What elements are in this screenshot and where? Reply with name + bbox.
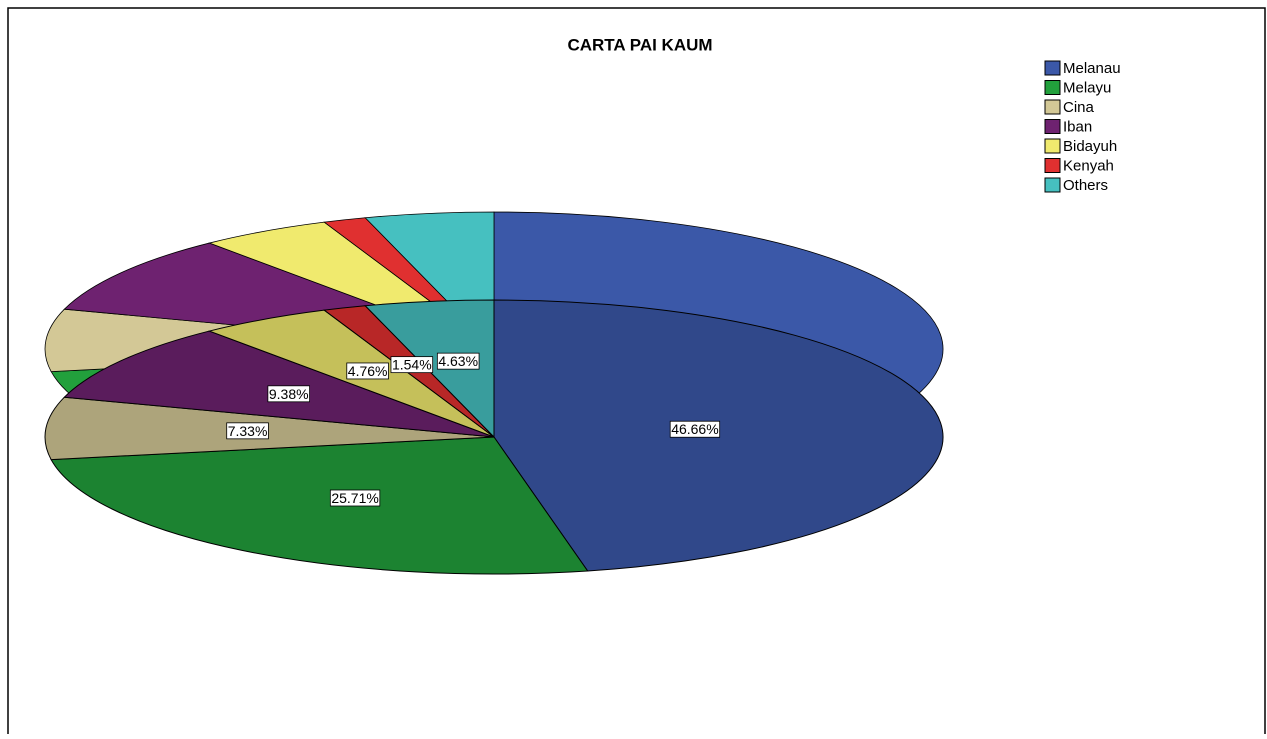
slice bbox=[50, 436, 589, 575]
data-label-bg bbox=[436, 352, 480, 370]
legend-label: Bidayuh bbox=[1063, 138, 1117, 155]
data-label-bg bbox=[226, 422, 269, 440]
legend-swatch bbox=[1044, 138, 1061, 154]
data-label: 9.38% bbox=[269, 386, 309, 402]
data-label-bg bbox=[346, 362, 389, 380]
legend-label: Melayu bbox=[1063, 79, 1111, 96]
legend-swatch bbox=[1044, 158, 1061, 173]
legend-swatch bbox=[1044, 60, 1061, 76]
data-label-bg bbox=[669, 420, 721, 438]
data-label-bg bbox=[390, 356, 434, 374]
legend-swatch bbox=[1044, 177, 1061, 193]
data-label: 25.71% bbox=[331, 490, 378, 506]
legend-swatch bbox=[1044, 99, 1061, 115]
legend-swatch bbox=[1044, 119, 1061, 134]
legend-label: Others bbox=[1063, 177, 1108, 194]
legend-label: Iban bbox=[1063, 118, 1092, 135]
data-label: 4.63% bbox=[438, 353, 478, 369]
legend-label: Cina bbox=[1063, 99, 1095, 116]
legend-label: Melanau bbox=[1063, 60, 1121, 77]
slice bbox=[63, 330, 495, 438]
chart-title: CARTA PAI KAUM bbox=[567, 35, 712, 54]
data-label-bg bbox=[329, 489, 381, 507]
slice bbox=[44, 396, 495, 461]
legend-label: Kenyah bbox=[1063, 157, 1114, 174]
data-label: 4.76% bbox=[348, 363, 388, 379]
data-label-bg bbox=[267, 385, 310, 403]
data-label: 46.66% bbox=[671, 421, 718, 437]
legend-swatch bbox=[1044, 80, 1061, 95]
data-label: 7.33% bbox=[228, 423, 268, 439]
data-label: 1.54% bbox=[392, 357, 432, 373]
